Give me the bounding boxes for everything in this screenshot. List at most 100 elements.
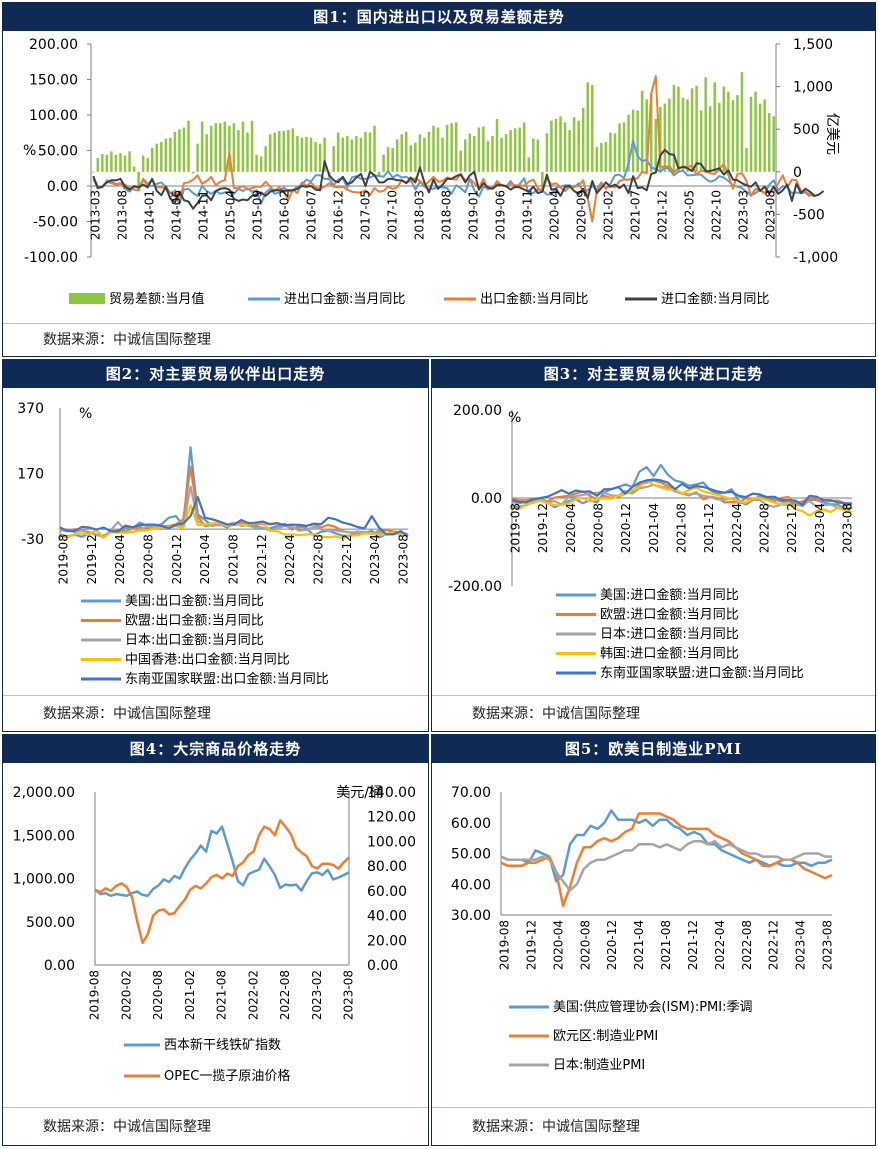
fig4-right-tick-label: 20.00 (367, 933, 407, 949)
fig1-trade-balance-bar (350, 139, 354, 172)
fig1-trade-balance-bar (291, 128, 295, 172)
fig1-x-tick-label: 2016-07 (305, 190, 319, 240)
fig2-y-tick-label: 370 (17, 401, 44, 417)
fig1-trade-balance-bar (173, 131, 177, 172)
fig1-x-tick-label: 2013-03 (89, 190, 103, 240)
fig1-x-tick-label: 2018-08 (440, 190, 454, 240)
fig2-x-tick-label: 2022-08 (312, 534, 326, 584)
fig4-x-tick-label: 2021-02 (183, 970, 197, 1020)
fig1-left-tick-label: -100.00 (24, 250, 78, 266)
fig4-left-tick-label: 500.00 (26, 915, 75, 931)
fig1-trade-balance-bar (563, 122, 567, 172)
fig3-x-tick-label: 2023-04 (813, 503, 827, 553)
fig1-trade-balance-bar (119, 153, 122, 172)
fig1-x-tick-label: 2021-12 (656, 190, 670, 240)
fig5-x-tick-label: 2023-08 (821, 920, 835, 970)
fig1-x-tick-label: 2014-11 (197, 190, 211, 240)
fig5-x-tick-label: 2022-04 (713, 920, 727, 970)
fig1-trade-balance-bar (459, 150, 462, 172)
fig5-y-tick-label: 50.00 (451, 847, 491, 863)
figure-2-source-divider (3, 695, 428, 696)
fig1-trade-balance-bar (273, 132, 276, 172)
fig4-right-tick-label: 0.00 (367, 958, 398, 974)
fig1-right-tick-label: 1,500 (793, 37, 833, 53)
fig1-x-tick-label: 2023-03 (737, 190, 751, 240)
fig1-trade-balance-bar (677, 86, 680, 172)
fig1-x-tick-label: 2019-06 (494, 190, 508, 240)
fig4-iron-ore-line (94, 825, 350, 898)
fig1-trade-balance-bar (178, 129, 181, 172)
fig1-x-tick-label: 2017-10 (386, 190, 400, 240)
fig1-trade-balance-bar (464, 139, 467, 172)
fig1-trade-balance-bar (346, 136, 349, 172)
fig1-trade-balance-bar (132, 166, 136, 172)
fig3-x-tick-label: 2020-08 (592, 503, 606, 553)
fig1-x-tick-label: 2015-04 (224, 190, 238, 240)
fig1-trade-balance-bar (278, 130, 281, 172)
fig1-trade-balance-bar (150, 147, 154, 172)
fig1-trade-balance-bar (146, 158, 149, 172)
fig1-trade-balance-bar (704, 77, 707, 172)
fig1-x-tick-label: 2017-05 (359, 190, 373, 240)
figure-5-title: 图5：欧美日制造业PMI (432, 735, 875, 763)
fig5-x-tick-label: 2023-04 (794, 920, 808, 970)
fig4-x-tick-label: 2019-08 (88, 970, 102, 1020)
fig1-x-tick-label: 2016-02 (278, 190, 292, 240)
fig1-total-trade-yoy-line (92, 139, 811, 205)
fig2-japan-line (59, 485, 409, 539)
fig1-trade-balance-bar (359, 137, 363, 172)
fig1-trade-balance-bar (731, 100, 735, 172)
fig1-trade-balance-bar (604, 141, 608, 172)
fig1-trade-balance-bar (160, 141, 163, 172)
fig2-x-tick-label: 2019-12 (85, 534, 99, 584)
fig1-trade-balance-bar (391, 147, 394, 172)
fig1-x-tick-label: 2014-01 (143, 190, 157, 240)
fig2-x-tick-label: 2019-08 (57, 534, 71, 584)
fig1-trade-balance-bar (110, 151, 113, 172)
fig1-trade-balance-bar (395, 139, 399, 172)
fig1-left-tick-label: 200.00 (29, 37, 78, 53)
fig5-x-tick-label: 2021-08 (659, 920, 673, 970)
fig3-x-tick-label: 2020-04 (564, 503, 578, 553)
fig3-asean-line (511, 478, 852, 507)
fig1-x-tick-label: 2019-01 (467, 190, 481, 240)
fig4-right-tick-label: 60.00 (367, 884, 407, 900)
figure-2-source: 数据来源：中诚信国际整理 (43, 706, 211, 722)
fig1-legend-trade-balance-label: 贸易差额:当月值 (109, 291, 204, 307)
fig1-trade-balance-bar (595, 147, 599, 172)
fig1-trade-balance-bar (468, 133, 472, 172)
fig1-trade-balance-bar (454, 122, 458, 172)
fig1-trade-balance-bar (559, 116, 562, 172)
fig5-legend-eurozone-label: 欧元区:制造业PMI (553, 1029, 658, 1044)
fig1-right-tick-label: -1,000 (793, 250, 838, 266)
fig1-trade-balance-bar (323, 137, 326, 172)
fig1-trade-balance-bar (250, 120, 254, 172)
fig1-trade-balance-bar (164, 138, 168, 172)
fig1-x-tick-label: 2020-04 (548, 190, 562, 240)
figure-1-source: 数据来源：中诚信国际整理 (43, 332, 211, 348)
fig1-trade-balance-bar (336, 132, 340, 172)
fig1-trade-balance-bar (581, 107, 585, 172)
fig1-trade-balance-bar (300, 137, 304, 172)
fig3-y-tick-label: -200.00 (448, 579, 502, 595)
fig1-trade-balance-bar (690, 88, 694, 172)
fig3-legend-eu-label: 欧盟:进口金额:当月同比 (600, 607, 739, 623)
fig1-trade-balance-bar (368, 132, 372, 172)
fig4-x-tick-label: 2022-08 (278, 970, 292, 1020)
fig3-x-tick-label: 2019-08 (509, 503, 523, 553)
fig1-right-unit: 亿美元 (824, 113, 840, 155)
fig1-trade-balance-bar (550, 120, 553, 172)
fig1-trade-balance-bar (400, 134, 403, 172)
fig1-trade-balance-bar (500, 137, 503, 172)
fig5-us-ism-line (500, 809, 833, 883)
fig5-x-tick-label: 2022-08 (740, 920, 754, 970)
fig1-trade-balance-bar (436, 127, 440, 172)
fig1-left-tick-label: 0.00 (47, 179, 78, 195)
fig1-trade-balance-bar (377, 171, 381, 177)
figure-1-chart: 200.00 150.00 100.00 50.00 0.00 -50.00 -100.00… (23, 37, 840, 307)
fig4-left-tick-label: 1,500.00 (13, 828, 75, 844)
fig1-trade-balance-bar (373, 125, 376, 172)
fig1-trade-balance-bar (659, 107, 662, 172)
fig1-x-tick-label: 2016-12 (332, 190, 346, 240)
fig1-trade-balance-bar (473, 136, 476, 172)
